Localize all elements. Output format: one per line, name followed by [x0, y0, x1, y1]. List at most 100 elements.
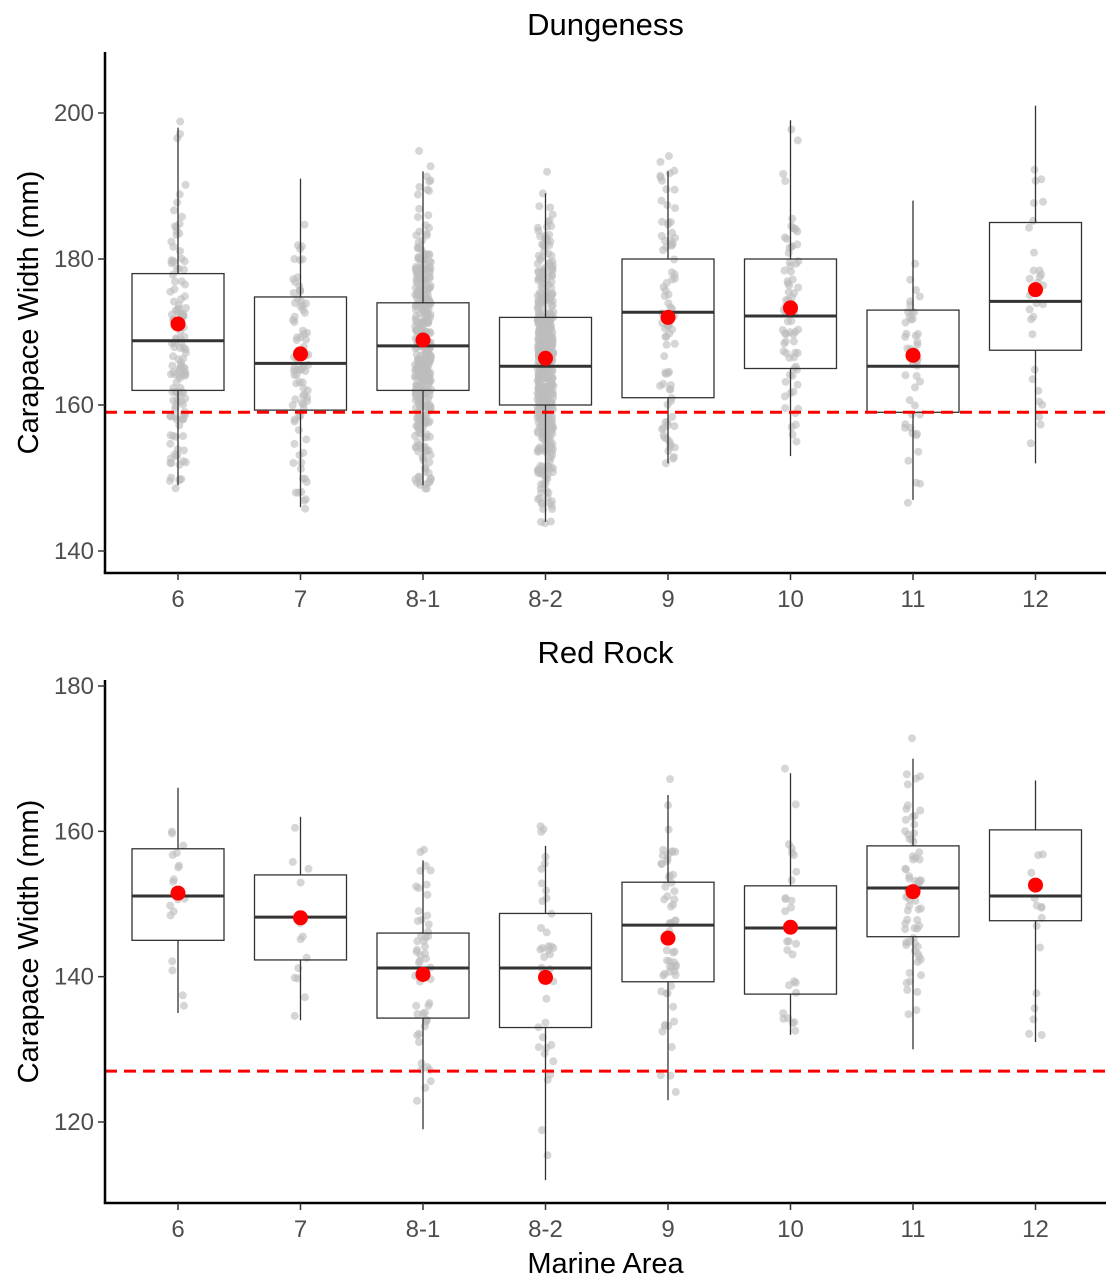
- mean-marker: [783, 300, 798, 316]
- data-point: [425, 357, 434, 366]
- data-point: [420, 366, 429, 375]
- data-point: [169, 258, 178, 267]
- data-point: [908, 734, 916, 743]
- data-point: [660, 1022, 669, 1030]
- data-point: [178, 991, 187, 1000]
- data-point: [668, 412, 677, 421]
- x-tick-label: 9: [661, 586, 674, 613]
- data-point: [538, 897, 547, 906]
- mean-marker: [783, 919, 798, 935]
- data-point: [302, 478, 311, 486]
- data-point: [415, 270, 424, 279]
- data-point: [425, 400, 434, 409]
- data-point: [417, 245, 426, 254]
- data-point: [301, 504, 310, 513]
- x-tick-label: 7: [294, 586, 307, 613]
- data-point: [172, 415, 181, 424]
- data-point: [662, 185, 671, 194]
- data-point: [290, 417, 299, 426]
- data-point: [1026, 439, 1035, 448]
- data-point: [426, 162, 435, 171]
- data-point: [296, 878, 305, 887]
- data-point: [173, 450, 182, 459]
- data-point: [916, 955, 925, 964]
- data-point: [166, 911, 175, 920]
- data-point: [781, 895, 790, 903]
- y-tick-label: 200: [54, 100, 94, 127]
- data-point: [1037, 175, 1046, 184]
- data-point: [534, 495, 542, 504]
- data-point: [909, 855, 918, 864]
- data-point: [901, 371, 910, 380]
- data-point: [657, 987, 666, 996]
- mean-marker: [660, 309, 676, 325]
- data-point: [175, 190, 184, 199]
- data-point: [661, 882, 670, 891]
- data-point: [658, 425, 667, 434]
- x-tick-label: 12: [1022, 586, 1049, 613]
- mean-marker: [170, 885, 186, 901]
- data-point: [544, 280, 553, 289]
- data-point: [659, 246, 667, 254]
- mean-marker: [538, 969, 553, 985]
- data-point: [910, 939, 919, 948]
- data-point: [913, 987, 922, 996]
- data-point: [781, 404, 790, 413]
- data-point: [1036, 943, 1044, 952]
- data-point: [779, 1009, 788, 1018]
- raw-points: [166, 734, 1047, 1160]
- data-point: [658, 217, 666, 226]
- data-point: [291, 278, 300, 286]
- data-point: [168, 957, 177, 966]
- data-point: [787, 903, 795, 912]
- x-tick-label: 8-1: [406, 1216, 441, 1243]
- data-point: [423, 290, 432, 299]
- data-point: [794, 325, 803, 334]
- data-point: [412, 305, 421, 314]
- y-axis-title: Carapace Width (mm): [13, 800, 45, 1084]
- data-point: [426, 866, 435, 875]
- data-point: [533, 259, 542, 268]
- data-point: [181, 280, 190, 289]
- data-point: [669, 900, 678, 909]
- data-point: [544, 218, 553, 227]
- data-point: [541, 1018, 550, 1027]
- data-point: [913, 916, 922, 925]
- data-point: [288, 857, 297, 866]
- data-point: [538, 422, 547, 430]
- x-tick-label: 10: [777, 586, 804, 613]
- data-point: [912, 372, 921, 380]
- data-point: [547, 301, 556, 310]
- data-point: [289, 459, 298, 467]
- data-point: [288, 401, 297, 410]
- data-point: [415, 958, 423, 967]
- data-point: [538, 944, 547, 953]
- y-tick-label: 160: [54, 392, 94, 419]
- data-point: [166, 901, 175, 910]
- data-point: [782, 234, 791, 243]
- data-point: [913, 337, 922, 346]
- data-point: [1028, 330, 1037, 339]
- data-point: [179, 415, 188, 423]
- data-point: [661, 368, 670, 377]
- data-point: [291, 395, 300, 404]
- data-point: [665, 871, 674, 880]
- data-point: [414, 473, 423, 482]
- data-point: [543, 167, 552, 176]
- data-point: [779, 1014, 788, 1023]
- data-point: [425, 373, 434, 382]
- y-tick-label: 140: [54, 964, 94, 991]
- data-point: [901, 318, 910, 327]
- data-point: [298, 326, 307, 335]
- data-point: [413, 190, 422, 199]
- data-point: [537, 924, 545, 932]
- data-point: [176, 374, 184, 382]
- data-point: [901, 864, 910, 873]
- data-point: [533, 223, 542, 232]
- data-point: [176, 117, 185, 126]
- data-point: [547, 335, 556, 344]
- data-point: [792, 988, 801, 997]
- data-point: [538, 1126, 546, 1135]
- data-point: [426, 258, 435, 267]
